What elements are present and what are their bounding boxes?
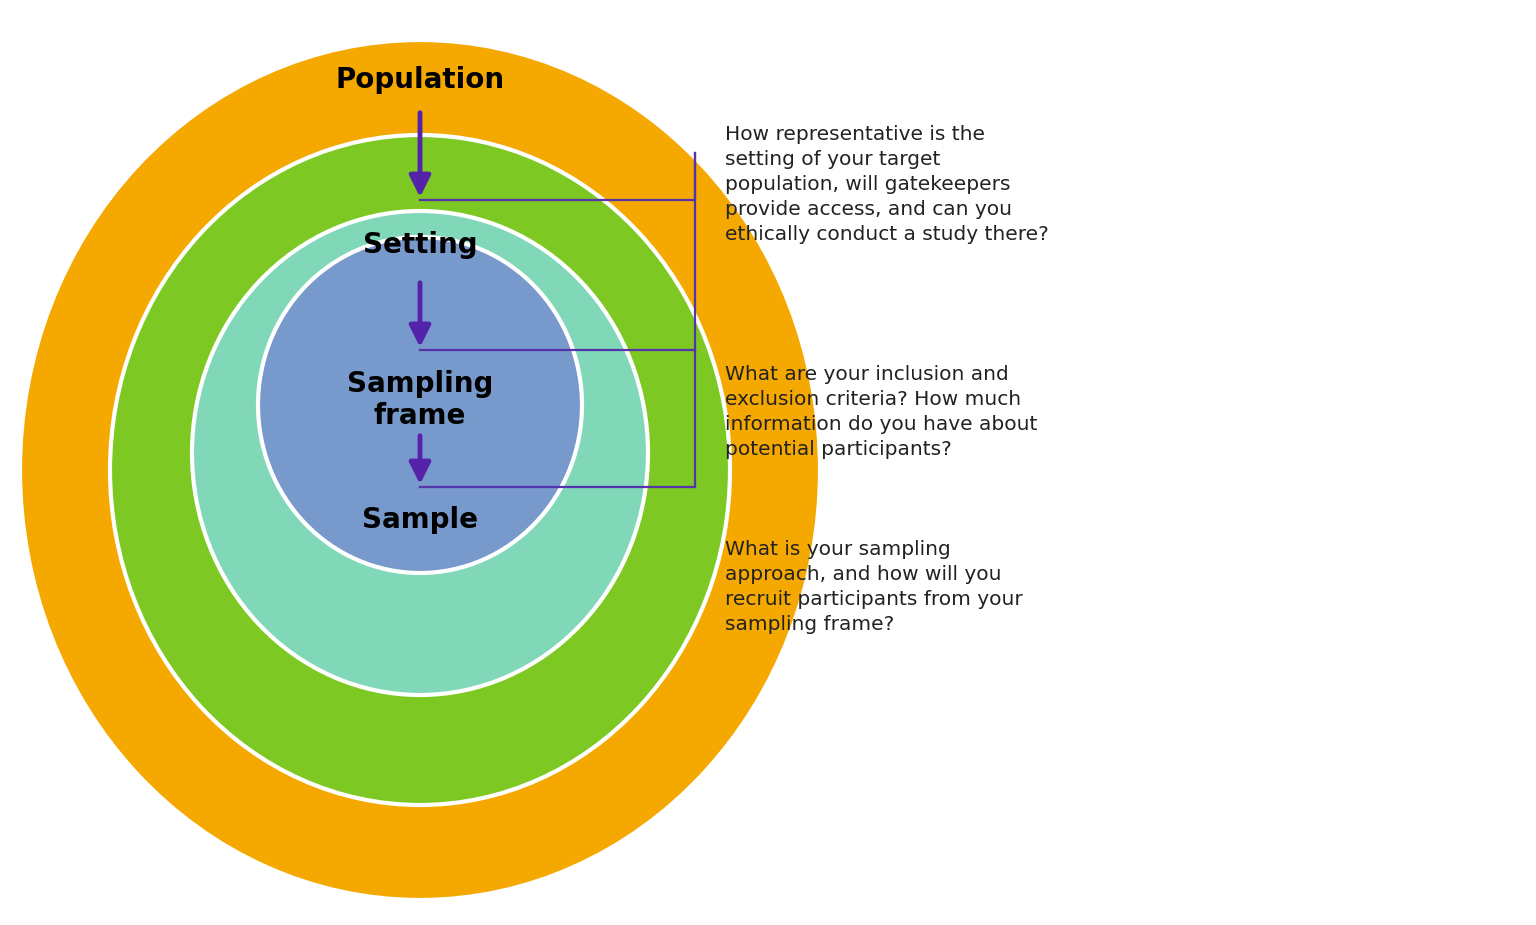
Text: Setting: Setting	[362, 231, 478, 259]
Text: Sample: Sample	[362, 506, 478, 534]
Text: What is your sampling
approach, and how will you
recruit participants from your
: What is your sampling approach, and how …	[725, 540, 1023, 634]
Text: Population: Population	[335, 66, 504, 94]
Text: Sampling
frame: Sampling frame	[347, 370, 493, 430]
Text: What are your inclusion and
exclusion criteria? How much
information do you have: What are your inclusion and exclusion cr…	[725, 365, 1037, 459]
Ellipse shape	[258, 237, 582, 573]
Ellipse shape	[192, 211, 648, 695]
Ellipse shape	[20, 40, 820, 900]
Text: How representative is the
setting of your target
population, will gatekeepers
pr: How representative is the setting of you…	[725, 125, 1049, 244]
Ellipse shape	[111, 135, 730, 805]
